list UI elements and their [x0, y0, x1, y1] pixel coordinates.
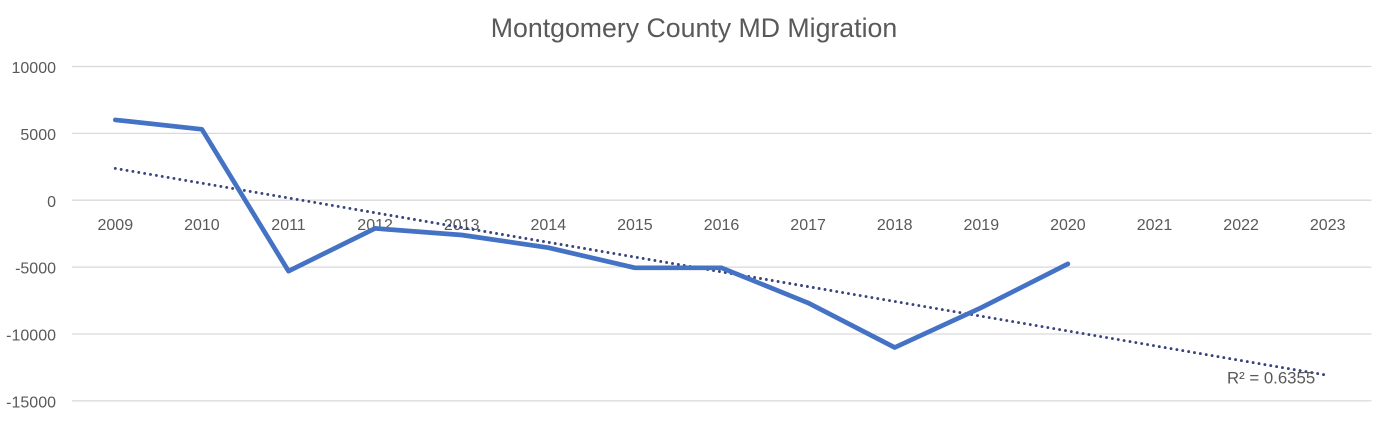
svg-text:2011: 2011	[271, 217, 306, 234]
svg-text:2015: 2015	[617, 217, 653, 234]
svg-text:-15000: -15000	[6, 395, 56, 412]
svg-text:2014: 2014	[531, 217, 567, 234]
svg-text:2022: 2022	[1223, 217, 1259, 234]
svg-text:10000: 10000	[12, 60, 57, 77]
svg-text:R² = 0.6355: R² = 0.6355	[1227, 368, 1315, 387]
svg-text:2010: 2010	[184, 217, 220, 234]
svg-text:2017: 2017	[790, 217, 826, 234]
svg-text:-5000: -5000	[15, 261, 56, 278]
svg-text:2013: 2013	[444, 217, 480, 234]
svg-text:2023: 2023	[1310, 217, 1346, 234]
svg-text:2016: 2016	[704, 217, 740, 234]
svg-text:2021: 2021	[1137, 217, 1173, 234]
svg-text:-10000: -10000	[6, 328, 56, 345]
svg-text:2018: 2018	[877, 217, 913, 234]
svg-text:0: 0	[47, 194, 56, 211]
svg-text:2009: 2009	[98, 217, 134, 234]
svg-text:2019: 2019	[964, 217, 1000, 234]
svg-text:2020: 2020	[1050, 217, 1086, 234]
svg-text:Montgomery County MD Migration: Montgomery County MD Migration	[491, 13, 897, 43]
svg-text:5000: 5000	[20, 127, 56, 144]
